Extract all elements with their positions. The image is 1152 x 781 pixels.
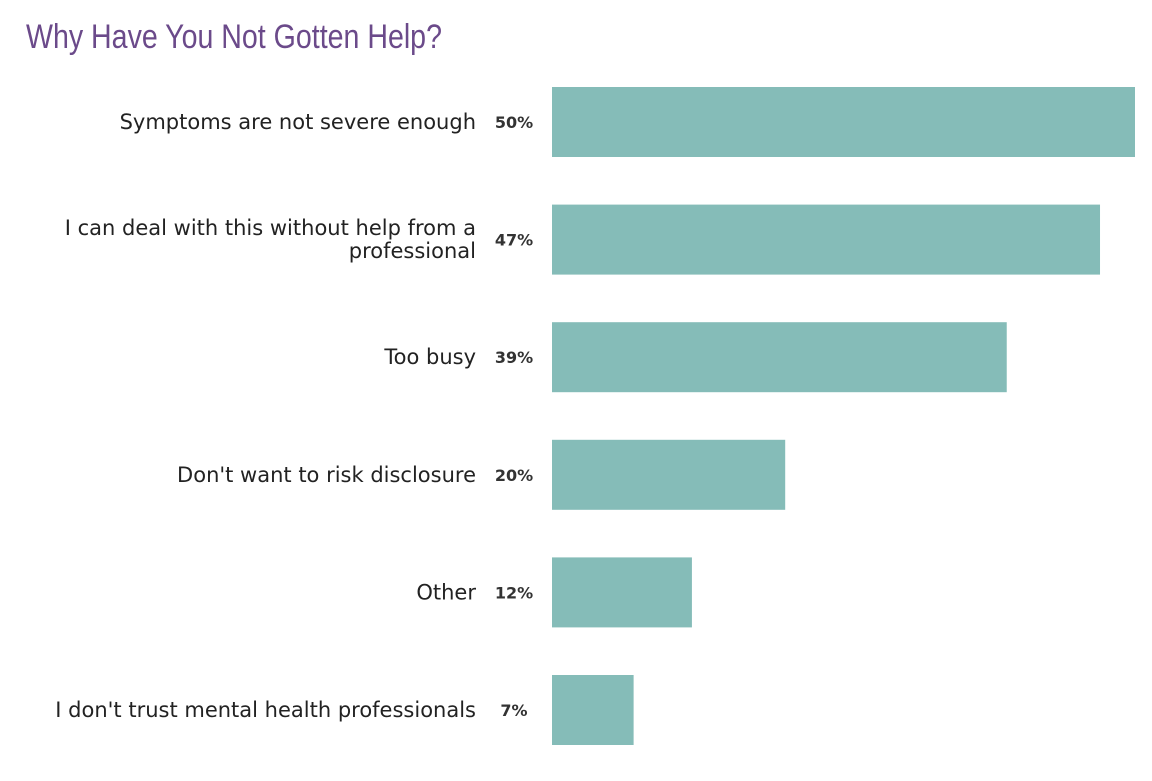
bar	[552, 322, 1007, 393]
bar	[552, 87, 1135, 157]
bar	[552, 439, 786, 510]
value-label: 12%	[495, 583, 533, 602]
category-label: I can deal with this without help from a…	[65, 216, 476, 263]
value-label: 39%	[495, 348, 533, 367]
category-label: I don't trust mental health professional…	[55, 698, 476, 722]
bar	[552, 675, 634, 745]
value-label: 47%	[495, 231, 533, 250]
bar	[552, 204, 1101, 275]
value-label: 20%	[495, 466, 533, 485]
value-label: 7%	[500, 701, 527, 720]
chart-title: Why Have You Not Gotten Help?	[26, 18, 442, 56]
bar	[552, 557, 692, 628]
category-label: Other	[416, 580, 476, 604]
category-label: Too busy	[383, 345, 476, 369]
value-label: 50%	[495, 113, 533, 132]
category-label: Don't want to risk disclosure	[177, 463, 476, 487]
category-label: Symptoms are not severe enough	[120, 110, 476, 134]
